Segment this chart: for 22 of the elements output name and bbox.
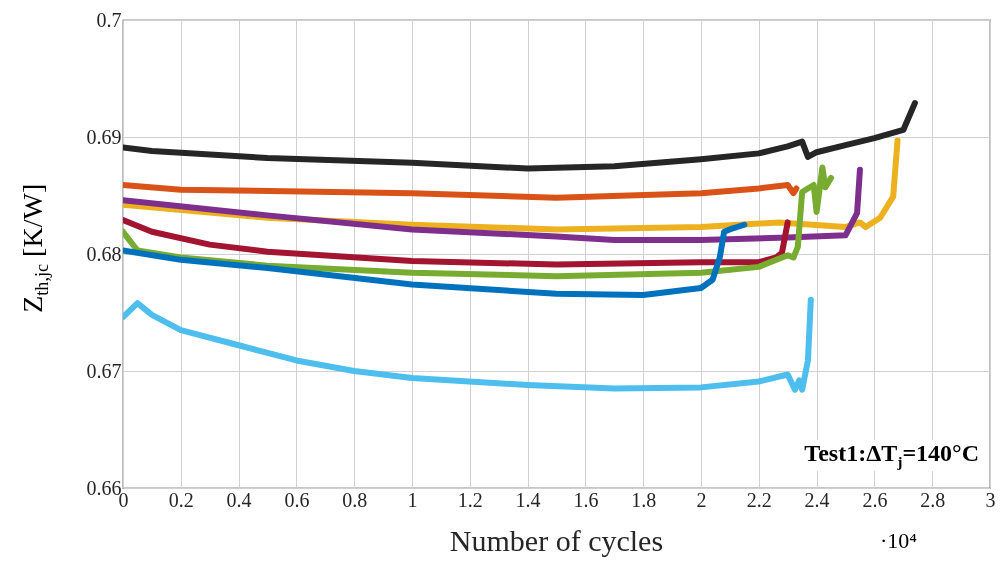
x-tick-label: 1.8 bbox=[631, 488, 657, 511]
x-tick-label: 1.2 bbox=[457, 488, 483, 511]
y-tick-label: 0.7 bbox=[96, 8, 122, 31]
x-tick-label: 0.4 bbox=[226, 488, 252, 511]
x-axis-title: Number of cycles bbox=[449, 524, 664, 557]
y-tick-label: 0.69 bbox=[86, 125, 122, 148]
x-tick-label: 3 bbox=[985, 488, 996, 511]
x-tick-label: 2.8 bbox=[920, 488, 946, 511]
x-tick-label: 2.6 bbox=[862, 488, 888, 511]
text: ·10⁴ bbox=[880, 528, 917, 554]
y-tick-label: 0.68 bbox=[86, 242, 122, 265]
x-tick-label: 0.6 bbox=[284, 488, 310, 511]
x-tick-label: 1.6 bbox=[573, 488, 599, 511]
x-tick-label: 2.2 bbox=[746, 488, 772, 511]
annotation: Test1:ΔT$_{j}$=140°C bbox=[802, 440, 981, 471]
x-tick-label: 2 bbox=[696, 488, 707, 511]
x-tick-label: 2.4 bbox=[804, 488, 830, 511]
x-tick-label: 0.2 bbox=[168, 488, 194, 511]
x-tick-label: 1 bbox=[407, 488, 418, 511]
x-tick-label: 0.8 bbox=[342, 488, 368, 511]
x-tick-label: 1.4 bbox=[515, 488, 541, 511]
y-tick-label: 0.67 bbox=[86, 359, 122, 382]
